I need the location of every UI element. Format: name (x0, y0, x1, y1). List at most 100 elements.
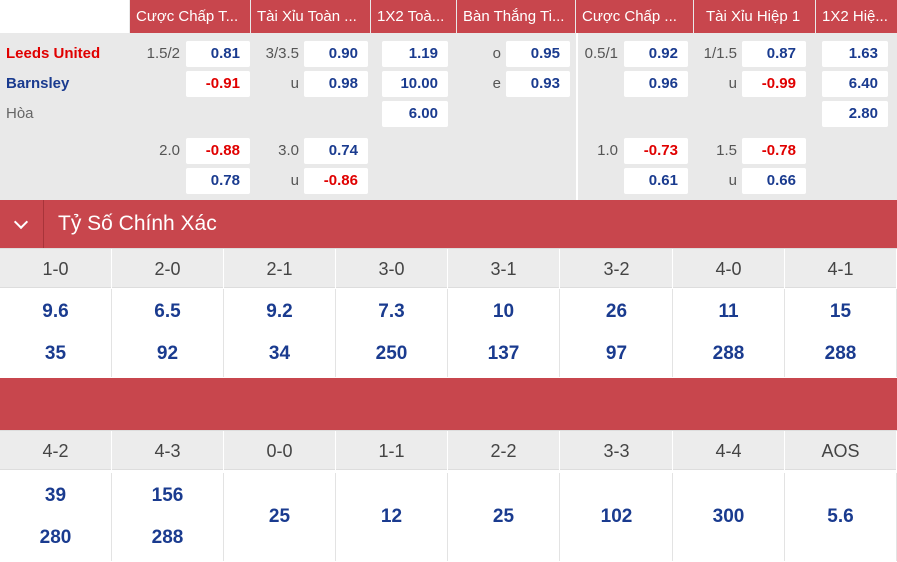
score-odds-single[interactable]: 102 (600, 506, 633, 527)
score-label: 4-1 (785, 249, 897, 289)
score-odds-primary[interactable]: 39 (44, 485, 67, 506)
score-odds-cell[interactable]: 300 (673, 473, 785, 561)
score-odds-cell[interactable]: 102 (561, 473, 673, 561)
alt-ou-line: 3.0 (278, 142, 299, 159)
score-odds-cell[interactable]: 9.6 35 (0, 289, 112, 377)
score-odds-secondary[interactable]: 288 (824, 343, 857, 364)
h1-ah-away-odds[interactable]: 0.96 (624, 71, 688, 97)
x12-draw-odds[interactable]: 6.00 (382, 101, 448, 127)
h1-x12-draw-odds[interactable]: 2.80 (822, 101, 888, 127)
header-over-under-ft[interactable]: Tài Xỉu Toàn ... (251, 0, 370, 33)
ah-line: 1.5/2 (146, 45, 180, 62)
alt-h1-ah-home-odds[interactable]: -0.73 (624, 138, 688, 164)
ah-home-odds[interactable]: 0.81 (186, 41, 250, 67)
h1-x12-away-odds[interactable]: 6.40 (822, 71, 888, 97)
score-label: 3-1 (448, 249, 560, 289)
alt-h1-ou-over-odds[interactable]: -0.78 (742, 138, 806, 164)
correct-score-header-row-2: 4-2 4-3 0-0 1-1 2-2 3-3 4-4 AOS (0, 430, 897, 471)
score-odds-cell[interactable]: 11 288 (673, 289, 785, 377)
score-odds-primary[interactable]: 10 (492, 301, 515, 322)
goal-over-odds[interactable]: 0.95 (506, 41, 570, 67)
h1-ou-under-odds[interactable]: -0.99 (742, 71, 806, 97)
ou-over-odds[interactable]: 0.90 (304, 41, 368, 67)
header-total-goals[interactable]: Bàn Thắng Ti... (457, 0, 575, 33)
score-odds-primary[interactable]: 9.2 (266, 301, 293, 322)
goal-even-label: e (492, 75, 501, 92)
correct-score-header-row-1: 1-0 2-0 2-1 3-0 3-1 3-2 4-0 4-1 (0, 248, 897, 289)
score-odds-primary[interactable]: 6.5 (154, 301, 181, 322)
draw-label: Hòa (6, 105, 34, 122)
score-odds-cell[interactable]: 7.3 250 (336, 289, 448, 377)
away-team-name: Barnsley (6, 75, 70, 92)
goal-over-label: o (492, 45, 501, 62)
header-asian-handicap-h1[interactable]: Cược Chấp ... (576, 0, 693, 33)
alt-h1-ou-under-odds[interactable]: 0.66 (742, 168, 806, 194)
score-odds-secondary[interactable]: 92 (156, 343, 179, 364)
header-asian-handicap-ft[interactable]: Cược Chấp T... (130, 0, 250, 33)
score-odds-secondary[interactable]: 288 (151, 527, 184, 548)
score-odds-primary[interactable]: 15 (829, 301, 852, 322)
score-odds-secondary[interactable]: 35 (44, 343, 67, 364)
score-odds-primary[interactable]: 26 (605, 301, 628, 322)
header-1x2-h1[interactable]: 1X2 Hiệ... (816, 0, 897, 33)
score-odds-secondary[interactable]: 288 (712, 343, 745, 364)
h1-x12-home-odds[interactable]: 1.63 (822, 41, 888, 67)
score-odds-single[interactable]: 5.6 (827, 506, 854, 527)
alt-ah-home-odds[interactable]: -0.88 (186, 138, 250, 164)
score-label: 1-1 (336, 431, 448, 471)
score-odds-cell[interactable]: 5.6 (785, 473, 897, 561)
score-odds-single[interactable]: 25 (492, 506, 515, 527)
h1-ou-over-odds[interactable]: 0.87 (742, 41, 806, 67)
x12-away-odds[interactable]: 10.00 (382, 71, 448, 97)
alt-h1-ah-away-odds[interactable]: 0.61 (624, 168, 688, 194)
score-odds-cell[interactable]: 25 (448, 473, 560, 561)
header-blank (0, 0, 129, 33)
score-odds-secondary[interactable]: 97 (605, 343, 628, 364)
score-label: 4-2 (0, 431, 112, 471)
goal-even-odds[interactable]: 0.93 (506, 71, 570, 97)
h1-ou-line: 1/1.5 (703, 45, 737, 62)
score-label: 2-2 (448, 431, 560, 471)
score-label: 4-4 (673, 431, 785, 471)
ah-away-odds[interactable]: -0.91 (186, 71, 250, 97)
alt-ah-line: 2.0 (159, 142, 180, 159)
h1-ah-home-odds[interactable]: 0.92 (624, 41, 688, 67)
score-odds-cell[interactable]: 25 (224, 473, 336, 561)
alt-ah-away-odds[interactable]: 0.78 (186, 168, 250, 194)
score-odds-primary[interactable]: 7.3 (378, 301, 405, 322)
score-odds-cell[interactable]: 6.5 92 (112, 289, 224, 377)
score-odds-cell[interactable]: 39 280 (0, 473, 112, 561)
score-odds-cell[interactable]: 10 137 (448, 289, 560, 377)
score-label: 2-0 (112, 249, 224, 289)
score-odds-cell[interactable]: 15 288 (785, 289, 897, 377)
ou-under-label: u (290, 75, 299, 92)
score-odds-cell[interactable]: 26 97 (561, 289, 673, 377)
score-odds-single[interactable]: 300 (712, 506, 745, 527)
score-odds-primary[interactable]: 156 (151, 485, 184, 506)
score-odds-primary[interactable]: 11 (718, 301, 739, 322)
score-label: 3-2 (561, 249, 673, 289)
score-odds-secondary[interactable]: 280 (39, 527, 72, 548)
home-team-name: Leeds United (6, 45, 101, 62)
score-odds-cell[interactable]: 156 288 (112, 473, 224, 561)
score-odds-secondary[interactable]: 34 (268, 343, 291, 364)
column-divider (576, 33, 578, 200)
x12-home-odds[interactable]: 1.19 (382, 41, 448, 67)
score-odds-single[interactable]: 12 (380, 506, 403, 527)
score-odds-primary[interactable]: 9.6 (42, 301, 69, 322)
h1-ou-under-label: u (728, 75, 737, 92)
header-over-under-h1[interactable]: Tài Xỉu Hiệp 1 (694, 0, 815, 33)
alt-ou-under-odds[interactable]: -0.86 (304, 168, 368, 194)
alt-ou-over-odds[interactable]: 0.74 (304, 138, 368, 164)
score-odds-single[interactable]: 25 (268, 506, 291, 527)
alt-h1-ou-line: 1.5 (716, 142, 737, 159)
collapse-chevron-icon[interactable] (0, 200, 44, 248)
score-label: 4-0 (673, 249, 785, 289)
ou-under-odds[interactable]: 0.98 (304, 71, 368, 97)
score-odds-secondary[interactable]: 137 (487, 343, 520, 364)
header-1x2-ft[interactable]: 1X2 Toà... (371, 0, 456, 33)
score-odds-cell[interactable]: 9.2 34 (224, 289, 336, 377)
score-odds-secondary[interactable]: 250 (375, 343, 408, 364)
score-label: 3-3 (561, 431, 673, 471)
score-odds-cell[interactable]: 12 (336, 473, 448, 561)
